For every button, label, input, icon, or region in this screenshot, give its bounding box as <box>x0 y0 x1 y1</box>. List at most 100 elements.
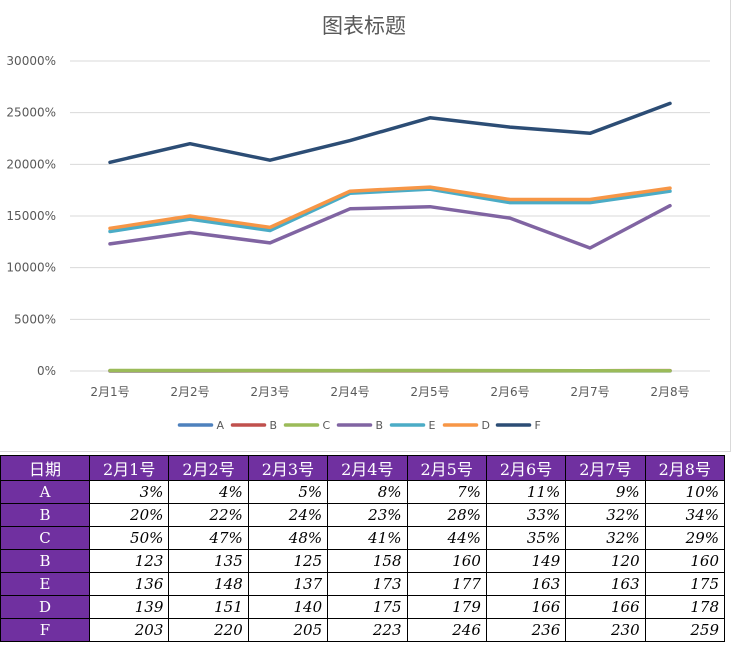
table-cell: 175 <box>644 572 726 596</box>
table-cell: 50% <box>88 526 170 550</box>
table-cell: 175 <box>327 595 408 619</box>
table-column-header: 2月3号 <box>247 455 329 481</box>
chart-title: 图表标题 <box>322 14 406 38</box>
table-cell: 158 <box>327 549 408 573</box>
table-cell: 22% <box>168 503 249 527</box>
table-cell: 205 <box>247 618 329 642</box>
table-cell: 48% <box>247 526 329 550</box>
table-cell: 47% <box>168 526 249 550</box>
y-tick-label: 25000% <box>6 106 56 120</box>
table-cell: 41% <box>327 526 408 550</box>
legend-label: B <box>376 419 384 432</box>
legend-item: B <box>336 419 384 432</box>
series-line-B <box>108 203 672 250</box>
table-cell: 11% <box>485 480 567 504</box>
x-tick-label: 2月7号 <box>570 385 609 399</box>
table-cell: 5% <box>247 480 329 504</box>
table-header-label: 日期 <box>0 455 90 481</box>
table-cell: 135 <box>168 549 249 573</box>
table-cell: 136 <box>88 572 170 596</box>
table-cell: 140 <box>247 595 329 619</box>
x-tick-label: 2月5号 <box>410 385 449 399</box>
table-cell: 24% <box>247 503 329 527</box>
row-label: C <box>0 526 90 550</box>
legend-item: C <box>283 419 331 432</box>
table-column-header: 2月5号 <box>406 455 487 481</box>
table-cell: 28% <box>406 503 487 527</box>
table-cell: 10% <box>644 480 726 504</box>
table-cell: 4% <box>168 480 249 504</box>
table-cell: 173 <box>327 572 408 596</box>
table-row: D 139 151 140 175 179 166 166 178 <box>0 595 726 619</box>
table-cell: 149 <box>485 549 567 573</box>
table-column-header: 2月2号 <box>168 455 249 481</box>
row-label: B <box>0 503 90 527</box>
x-tick-label: 2月1号 <box>90 385 129 399</box>
table-cell: 163 <box>565 572 646 596</box>
table-column-header: 2月4号 <box>327 455 408 481</box>
table-cell: 23% <box>327 503 408 527</box>
table-cell: 120 <box>565 549 646 573</box>
y-tick-label: 30000% <box>6 54 56 68</box>
row-label: A <box>0 480 90 504</box>
table-cell: 125 <box>247 549 329 573</box>
legend-item: E <box>389 419 436 432</box>
gridlines <box>70 60 710 372</box>
table-cell: 259 <box>644 618 726 642</box>
legend-label: E <box>429 419 436 432</box>
data-table: 日期 2月1号 2月2号 2月3号 2月4号 2月5号 2月6号 2月7号 2月8号 A 3% 4… <box>0 455 726 642</box>
table-cell: 32% <box>565 526 646 550</box>
chart-area: 图表标题 0% 5000% 10000% 15000% 20000% 25000% 3000… <box>0 0 731 452</box>
table-cell: 123 <box>88 549 170 573</box>
table-row: A 3% 4% 5% 8% 7% 11% 9% 10% <box>0 480 726 504</box>
table-cell: 151 <box>168 595 249 619</box>
series-lines <box>108 101 672 373</box>
table-cell: 160 <box>644 549 726 573</box>
table-row: B 20% 22% 24% 23% 28% 33% 32% 34% <box>0 503 726 527</box>
legend-item: D <box>442 419 490 432</box>
row-label: D <box>0 595 90 619</box>
series-line-E <box>108 187 672 234</box>
table-cell: 203 <box>88 618 170 642</box>
table-header-row: 日期 2月1号 2月2号 2月3号 2月4号 2月5号 2月6号 2月7号 2月8号 <box>0 455 726 481</box>
y-tick-label: 15000% <box>6 209 56 223</box>
table-cell: 223 <box>327 618 408 642</box>
legend-label: A <box>217 419 225 432</box>
legend-label: D <box>482 419 490 432</box>
x-tick-label: 2月8号 <box>650 385 689 399</box>
table-cell: 44% <box>406 526 487 550</box>
legend-label: F <box>535 419 541 432</box>
table-cell: 9% <box>565 480 646 504</box>
table-column-header: 2月6号 <box>485 455 567 481</box>
x-axis-ticks: 2月1号 2月2号 2月3号 2月4号 2月5号 2月6号 2月7号 2月8号 <box>90 385 689 399</box>
table-cell: 160 <box>406 549 487 573</box>
series-line-F <box>108 101 672 165</box>
legend-item: F <box>495 419 541 432</box>
table-row: C 50% 47% 48% 41% 44% 35% 32% 29% <box>0 526 726 550</box>
row-label: E <box>0 572 90 596</box>
row-label: F <box>0 618 90 642</box>
table-column-header: 2月1号 <box>88 455 170 481</box>
table-cell: 33% <box>485 503 567 527</box>
table-cell: 35% <box>485 526 567 550</box>
table-cell: 166 <box>565 595 646 619</box>
table-cell: 163 <box>485 572 567 596</box>
table-cell: 178 <box>644 595 726 619</box>
y-tick-label: 10000% <box>6 261 56 275</box>
y-tick-label: 5000% <box>14 312 56 326</box>
table-cell: 230 <box>565 618 646 642</box>
table-cell: 166 <box>485 595 567 619</box>
legend-item: B <box>230 419 277 432</box>
table-cell: 8% <box>327 480 408 504</box>
table-row: F 203 220 205 223 246 236 230 259 <box>0 618 726 642</box>
table-cell: 236 <box>485 618 567 642</box>
y-tick-label: 20000% <box>6 157 56 171</box>
table-cell: 148 <box>168 572 249 596</box>
table-cell: 3% <box>88 480 170 504</box>
x-tick-label: 2月4号 <box>330 385 369 399</box>
table-cell: 220 <box>168 618 249 642</box>
table-column-header: 2月7号 <box>565 455 646 481</box>
table-cell: 7% <box>406 480 487 504</box>
x-tick-label: 2月2号 <box>170 385 209 399</box>
y-axis-ticks: 0% 5000% 10000% 15000% 20000% 25000% 30000% <box>6 54 56 378</box>
